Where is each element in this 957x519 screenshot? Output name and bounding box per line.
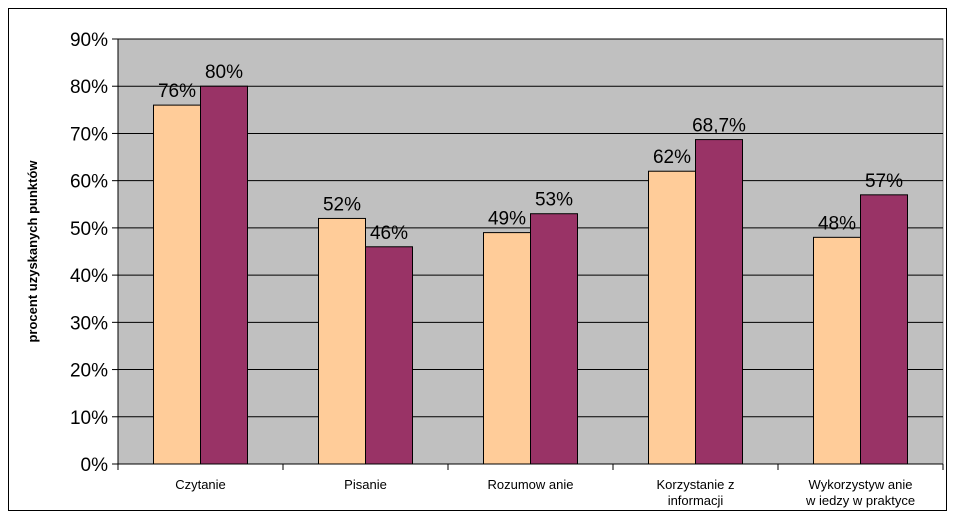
- data-label: 57%: [865, 171, 903, 192]
- y-tick-label: 50%: [70, 219, 108, 240]
- bar-series-2-4: [695, 139, 743, 465]
- data-label: 62%: [653, 147, 691, 168]
- y-tick-label: 40%: [70, 266, 108, 287]
- category-label: Rozumow anie: [488, 477, 574, 492]
- data-label: 49%: [488, 209, 526, 230]
- bar-series-1-4: [648, 170, 696, 465]
- y-axis-title: procent uzyskanych punktów: [25, 160, 40, 343]
- category-label: Pisanie: [344, 477, 387, 492]
- category-label: informacji: [668, 493, 724, 508]
- data-label: 48%: [818, 213, 856, 234]
- labels: 0% 10% 20% 30% 40% 50% 60% 70% 80% 90% procent uzy…: [25, 30, 915, 508]
- y-tick-label: 0%: [81, 455, 109, 476]
- category-label: Wykorzystyw anie: [809, 477, 913, 492]
- data-label: 46%: [370, 223, 408, 244]
- y-tick-label: 60%: [70, 172, 108, 193]
- bar-series-2-2: [365, 246, 413, 465]
- bar-series-1-1: [153, 104, 201, 465]
- bar-series-1-3: [483, 232, 531, 465]
- data-label: 53%: [535, 190, 573, 211]
- y-tick-label: 20%: [70, 361, 108, 382]
- data-label: 80%: [205, 62, 243, 83]
- bar-series-1-5: [813, 236, 861, 465]
- bars: [153, 85, 908, 465]
- bar-series-2-5: [860, 194, 908, 465]
- data-label: 52%: [323, 194, 361, 215]
- y-tick-label: 90%: [70, 30, 108, 51]
- bar-series-2-1: [200, 85, 248, 465]
- y-tick-label: 80%: [70, 77, 108, 98]
- y-tick-label: 10%: [70, 408, 108, 429]
- bar-series-2-3: [530, 213, 578, 465]
- y-tick-label: 30%: [70, 313, 108, 334]
- data-label: 68,7%: [692, 116, 746, 137]
- category-label: Czytanie: [175, 477, 226, 492]
- bar-series-1-2: [318, 217, 366, 465]
- y-tick-label: 70%: [70, 124, 108, 145]
- category-label: w iedzy w praktyce: [805, 493, 915, 508]
- category-label: Korzystanie z: [656, 477, 734, 492]
- data-label: 76%: [158, 81, 196, 102]
